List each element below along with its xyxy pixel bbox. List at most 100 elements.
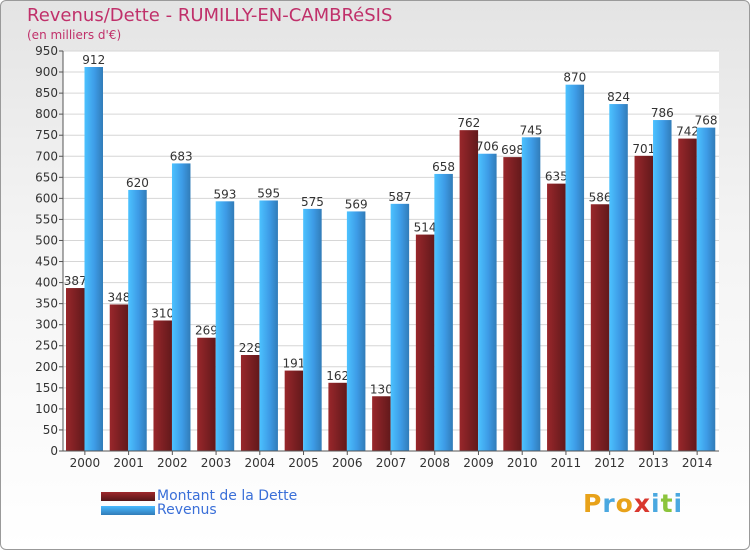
data-label-dette: 635 [545, 170, 568, 184]
data-label-revenus: 786 [651, 106, 674, 120]
bar-revenus [346, 211, 366, 451]
bar-revenus [696, 127, 716, 451]
x-tick-label: 2007 [376, 456, 407, 470]
data-label-revenus: 575 [301, 195, 324, 209]
bar-dette [590, 204, 610, 451]
bar-dette [503, 157, 522, 451]
data-label-revenus: 824 [607, 90, 630, 104]
y-tick-label: 50 [43, 423, 58, 437]
y-tick-label: 300 [35, 318, 58, 332]
x-tick-label: 2014 [682, 456, 713, 470]
bar-revenus [128, 189, 147, 451]
data-label-dette: 514 [414, 221, 437, 235]
logo-letter: P [583, 489, 603, 518]
data-label-dette: 130 [370, 382, 393, 396]
y-tick-label: 150 [35, 381, 58, 395]
y-tick-label: 0 [50, 444, 58, 458]
data-label-revenus: 658 [432, 160, 455, 174]
bar-revenus [303, 208, 322, 451]
data-label-revenus: 683 [170, 149, 193, 163]
logo-letter: o [615, 489, 634, 518]
bar-revenus [478, 153, 497, 451]
x-tick-label: 2008 [419, 456, 450, 470]
logo-letter: r [602, 489, 616, 518]
data-label-revenus: 706 [476, 140, 499, 154]
x-tick-label: 2002 [157, 456, 188, 470]
bar-dette [459, 130, 479, 451]
y-tick-label: 750 [35, 128, 58, 142]
y-tick-label: 200 [35, 360, 58, 374]
proxiti-logo: Proxiti [583, 489, 683, 518]
data-label-revenus: 593 [213, 187, 236, 201]
data-label-revenus: 595 [257, 186, 280, 200]
data-label-revenus: 912 [82, 53, 105, 67]
y-tick-label: 500 [35, 233, 58, 247]
bar-revenus [390, 203, 410, 451]
data-label-revenus: 569 [345, 197, 368, 211]
x-tick-label: 2012 [594, 456, 625, 470]
bar-revenus [171, 163, 191, 451]
bar-revenus [653, 120, 672, 451]
legend-item-dette: Montant de la Dette [101, 488, 297, 504]
y-tick-label: 100 [35, 402, 58, 416]
data-label-dette: 228 [239, 341, 262, 355]
bar-dette [634, 155, 654, 451]
bar-revenus [259, 200, 278, 451]
data-label-dette: 701 [632, 142, 655, 156]
data-label-dette: 162 [326, 369, 349, 383]
data-label-dette: 191 [282, 357, 305, 371]
bar-dette [415, 234, 435, 451]
y-tick-label: 650 [35, 170, 58, 184]
x-tick-label: 2010 [507, 456, 538, 470]
data-label-revenus: 620 [126, 176, 149, 190]
y-tick-label: 950 [35, 44, 58, 58]
data-label-revenus: 587 [388, 190, 411, 204]
chart-subtitle: (en milliers d'€) [27, 28, 122, 42]
data-label-dette: 762 [457, 116, 480, 130]
x-tick-label: 2013 [638, 456, 669, 470]
data-label-revenus: 870 [563, 71, 586, 85]
bar-chart: 0 50 100 150 200 250 300 350 400 450 500 550 600 650 7… [35, 44, 719, 470]
legend-item-revenus: Revenus [101, 502, 217, 518]
bar-dette [153, 320, 172, 451]
data-label-revenus: 768 [695, 114, 718, 128]
chart-title: Revenus/Dette - RUMILLY-EN-CAMBRéSIS [27, 5, 393, 26]
y-tick-label: 250 [35, 339, 58, 353]
bar-dette [284, 370, 304, 451]
y-tick-label: 800 [35, 107, 58, 121]
y-tick-label: 600 [35, 191, 58, 205]
legend-swatch-revenus [101, 505, 155, 515]
legend-label-revenus: Revenus [157, 502, 217, 518]
bar-dette [372, 396, 391, 451]
y-tick-label: 700 [35, 149, 58, 163]
logo-letter: i [673, 489, 684, 518]
y-tick-label: 350 [35, 297, 58, 311]
x-tick-label: 2009 [463, 456, 494, 470]
data-label-dette: 742 [676, 125, 699, 139]
bar-dette [678, 138, 697, 451]
data-label-dette: 387 [64, 274, 87, 288]
y-tick-label: 850 [35, 86, 58, 100]
bar-dette [240, 355, 260, 451]
x-tick-label: 2004 [245, 456, 276, 470]
bar-revenus [215, 201, 235, 451]
legend-swatch-dette [101, 491, 155, 501]
data-label-dette: 310 [151, 306, 174, 320]
bar-dette [197, 337, 216, 451]
y-tick-label: 900 [35, 65, 58, 79]
x-tick-label: 2005 [288, 456, 319, 470]
bar-revenus [434, 173, 453, 451]
data-label-dette: 269 [195, 324, 218, 338]
y-tick-label: 450 [35, 255, 58, 269]
y-tick-label: 550 [35, 212, 58, 226]
bar-dette [66, 288, 85, 451]
x-tick-label: 2003 [201, 456, 232, 470]
bar-dette [109, 304, 129, 451]
y-tick-label: 400 [35, 276, 58, 290]
x-tick-label: 2000 [70, 456, 101, 470]
x-tick-label: 2011 [551, 456, 582, 470]
data-label-dette: 348 [108, 290, 131, 304]
logo-letter: i [651, 489, 661, 518]
logo-letter: x [633, 489, 651, 518]
